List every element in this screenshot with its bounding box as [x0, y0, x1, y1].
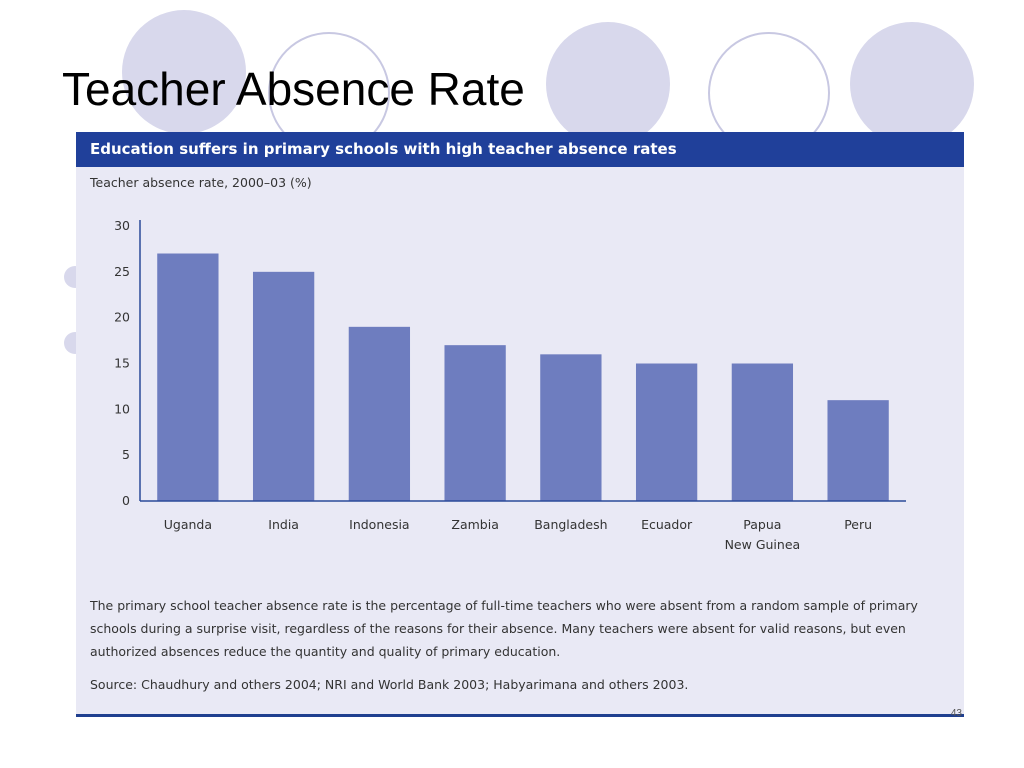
bar-chart: Teacher absence rate, 2000–03 (%) 0 5 10 15… [89, 175, 906, 552]
x-tick-label: Bangladesh [534, 517, 607, 532]
figure-source: Source: Chaudhury and others 2004; NRI a… [90, 677, 689, 692]
figure-caption: The primary school teacher absence rate … [90, 598, 918, 659]
chart-figure: Education suffers in primary schools wit… [76, 132, 964, 717]
x-tick-label: India [268, 517, 299, 532]
decor-circle [122, 10, 246, 134]
y-axis-ticks: 0 5 10 15 20 25 30 [114, 218, 130, 508]
x-tick-label: Uganda [164, 517, 212, 532]
y-tick-label: 10 [114, 401, 130, 416]
y-tick-label: 15 [114, 356, 130, 371]
page-number: 43 [950, 708, 962, 719]
y-tick-label: 20 [114, 310, 130, 325]
bar [731, 363, 794, 501]
bars [157, 253, 889, 501]
y-tick-label: 5 [122, 447, 130, 462]
decor-circle [546, 22, 670, 146]
y-tick-label: 30 [114, 218, 130, 233]
bar [635, 363, 698, 501]
x-tick-label: Zambia [451, 517, 498, 532]
bar [157, 253, 219, 501]
x-tick-label: Papua New Guinea [725, 517, 801, 552]
bar [252, 271, 315, 501]
y-axis-label: Teacher absence rate, 2000–03 (%) [89, 175, 312, 190]
x-axis-labels: Uganda India Indonesia Zambia Bangladesh Ecua… [164, 517, 872, 552]
x-tick-label: Peru [844, 517, 872, 532]
x-tick-label: Indonesia [349, 517, 409, 532]
y-tick-label: 0 [122, 493, 130, 508]
bar [348, 326, 411, 501]
bar [827, 400, 889, 501]
bar [444, 345, 506, 501]
y-tick-label: 25 [114, 264, 130, 279]
decor-circle [850, 22, 974, 146]
figure-header: Education suffers in primary schools wit… [76, 132, 964, 167]
slide-title: Teacher Absence Rate [62, 63, 525, 115]
x-tick-label: Ecuador [641, 517, 693, 532]
bar [540, 354, 602, 501]
